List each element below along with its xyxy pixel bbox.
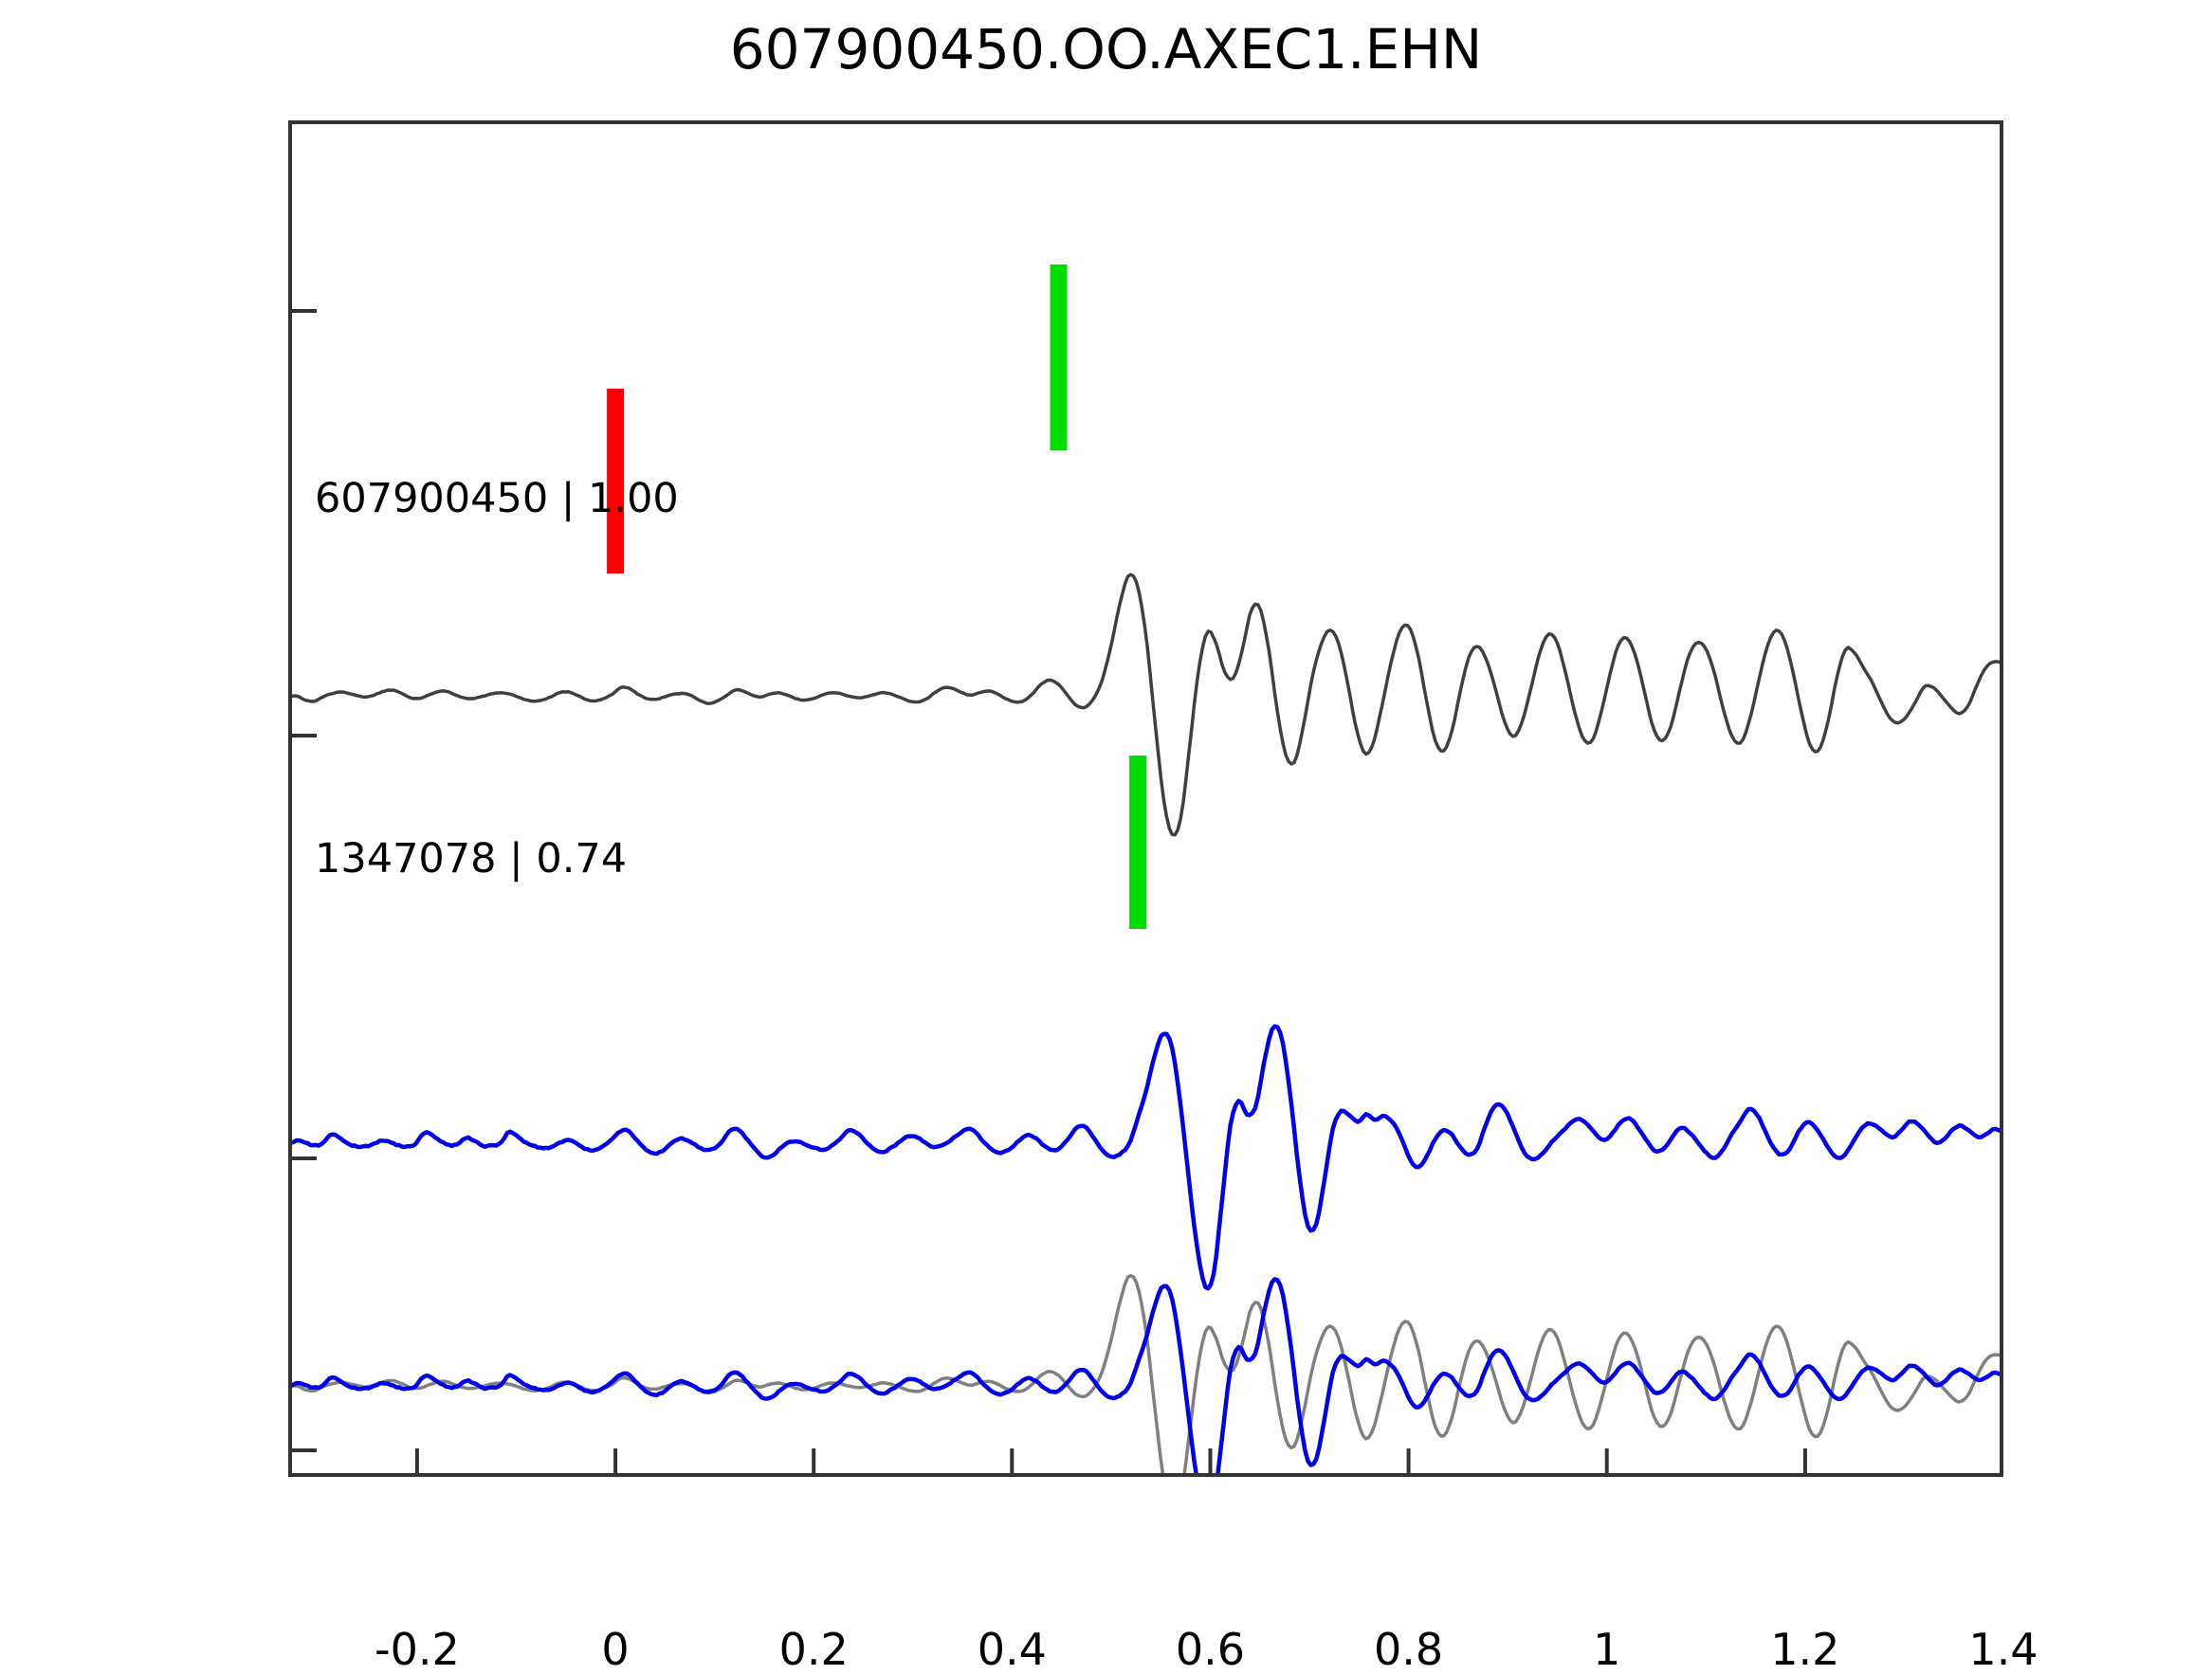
- pick-marker-phase-green-top[interactable]: [1050, 264, 1068, 450]
- page-title: 607900450.OO.AXEC1.EHN: [729, 17, 1483, 82]
- plot-svg: [288, 120, 2003, 1477]
- x-tick-label: 1.2: [1770, 1624, 1840, 1675]
- waveform-overlay-blue: [288, 1277, 2003, 1477]
- x-tick-label: 0.8: [1374, 1624, 1444, 1675]
- x-tick-label: 1.4: [1968, 1624, 2038, 1675]
- waveform-group: [288, 573, 2003, 1477]
- x-tick-label: -0.2: [375, 1624, 460, 1675]
- x-tick-label: 1: [1593, 1624, 1621, 1675]
- trace-label-detection: 1347078 | 0.74: [315, 835, 628, 883]
- plot-area: 607900450 | 1.00 1347078 | 0.74 -0.2 0 0.2…: [288, 120, 2038, 1675]
- x-tick-label: 0.2: [778, 1624, 849, 1675]
- plot-frame: [288, 120, 2003, 1477]
- x-tick-label: 0.6: [1175, 1624, 1246, 1675]
- trace-label-template: 607900450 | 1.00: [315, 475, 679, 522]
- pick-marker-origin-red[interactable]: [607, 389, 625, 574]
- x-tick-label: 0: [601, 1624, 630, 1675]
- x-tick-group: [414, 1448, 2003, 1475]
- y-tick-group: [290, 309, 317, 1452]
- pick-marker-phase-green-mid[interactable]: [1129, 756, 1147, 929]
- waveform-detection-trace: [288, 573, 2003, 837]
- x-tick-label: 0.4: [977, 1624, 1047, 1675]
- pick-marker-group: [607, 264, 1147, 929]
- waveform-template-trace: [288, 1024, 2003, 1291]
